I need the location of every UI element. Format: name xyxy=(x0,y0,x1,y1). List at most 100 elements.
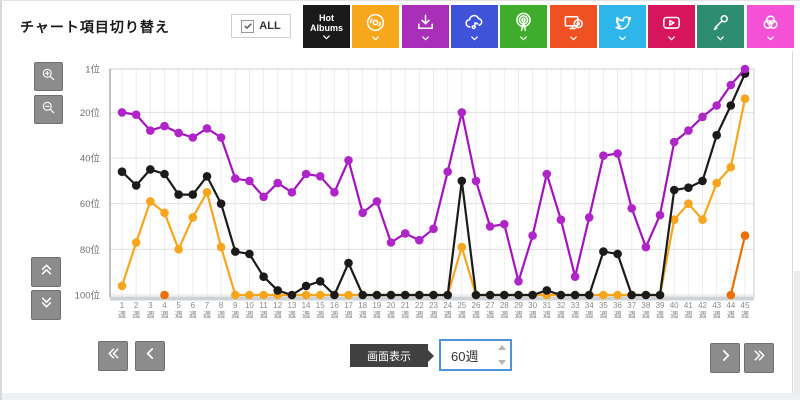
data-point[interactable] xyxy=(344,290,353,300)
chart-tab-microphone[interactable] xyxy=(697,5,745,48)
data-point[interactable] xyxy=(528,231,537,240)
zoom-out-button[interactable] xyxy=(34,95,63,124)
chart-tab-hot-albums[interactable]: Hot Albums xyxy=(303,5,350,48)
data-point[interactable] xyxy=(740,64,750,74)
scrollbar-track[interactable] xyxy=(794,271,800,394)
data-point[interactable] xyxy=(669,185,679,195)
data-point[interactable] xyxy=(542,169,552,179)
data-point[interactable] xyxy=(613,290,622,300)
data-point[interactable] xyxy=(669,215,679,224)
data-point[interactable] xyxy=(698,176,707,186)
data-point[interactable] xyxy=(160,169,169,179)
data-point[interactable] xyxy=(443,290,453,300)
data-point[interactable] xyxy=(174,128,183,138)
data-point[interactable] xyxy=(698,112,707,122)
data-point[interactable] xyxy=(245,290,254,300)
data-point[interactable] xyxy=(457,176,467,186)
data-point[interactable] xyxy=(131,238,141,247)
chart-tab-cloud-music[interactable] xyxy=(450,5,498,48)
data-point[interactable] xyxy=(188,190,198,199)
data-point[interactable] xyxy=(471,176,481,186)
data-point[interactable] xyxy=(485,290,495,300)
data-point[interactable] xyxy=(556,290,566,300)
data-point[interactable] xyxy=(146,126,155,135)
data-point[interactable] xyxy=(202,172,212,181)
page-next-button[interactable] xyxy=(710,343,740,373)
data-point[interactable] xyxy=(231,174,240,183)
data-point[interactable] xyxy=(301,169,311,179)
data-point[interactable] xyxy=(570,272,580,281)
data-point[interactable] xyxy=(273,178,282,188)
data-point[interactable] xyxy=(443,167,453,176)
data-point[interactable] xyxy=(627,290,636,300)
chart-tab-twitter[interactable] xyxy=(598,5,646,48)
data-point[interactable] xyxy=(117,281,127,291)
data-point[interactable] xyxy=(330,290,339,300)
data-point[interactable] xyxy=(514,277,523,286)
data-point[interactable] xyxy=(500,290,509,300)
data-point[interactable] xyxy=(471,290,481,300)
data-point[interactable] xyxy=(358,290,368,300)
data-point[interactable] xyxy=(287,290,297,300)
data-point[interactable] xyxy=(216,242,226,252)
data-point[interactable] xyxy=(160,121,169,131)
data-point[interactable] xyxy=(301,290,311,300)
data-point[interactable] xyxy=(231,247,240,256)
data-point[interactable] xyxy=(669,137,679,147)
data-point[interactable] xyxy=(231,290,240,300)
data-point[interactable] xyxy=(273,286,282,295)
spinner-up-button[interactable] xyxy=(498,345,506,350)
data-point[interactable] xyxy=(457,242,467,252)
data-point[interactable] xyxy=(315,277,325,286)
page-prev-button[interactable] xyxy=(135,341,165,371)
data-point[interactable] xyxy=(556,215,566,224)
data-point[interactable] xyxy=(315,172,325,181)
data-point[interactable] xyxy=(584,213,594,222)
data-point[interactable] xyxy=(429,224,438,234)
data-point[interactable] xyxy=(216,133,226,142)
data-point[interactable] xyxy=(684,126,693,135)
data-point[interactable] xyxy=(684,199,693,208)
data-point[interactable] xyxy=(698,215,707,224)
data-point[interactable] xyxy=(641,290,651,300)
data-point[interactable] xyxy=(386,290,396,300)
data-point[interactable] xyxy=(684,183,693,192)
data-point[interactable] xyxy=(315,290,325,300)
scroll-down-button[interactable] xyxy=(31,290,61,320)
data-point[interactable] xyxy=(415,290,424,300)
page-last-button[interactable] xyxy=(744,343,774,373)
data-point[interactable] xyxy=(372,197,382,206)
data-point[interactable] xyxy=(415,235,424,245)
data-point[interactable] xyxy=(216,199,226,208)
data-point[interactable] xyxy=(712,178,721,188)
data-point[interactable] xyxy=(358,208,368,218)
data-point[interactable] xyxy=(599,290,608,300)
data-point[interactable] xyxy=(160,208,169,218)
display-weeks-input[interactable]: 60週 xyxy=(439,339,512,371)
data-point[interactable] xyxy=(372,290,382,300)
data-point[interactable] xyxy=(627,204,636,213)
data-point[interactable] xyxy=(131,181,141,190)
data-point[interactable] xyxy=(400,229,410,238)
data-point[interactable] xyxy=(174,245,183,254)
chart-tab-vinyl-disc[interactable] xyxy=(352,5,400,48)
data-point[interactable] xyxy=(146,165,155,174)
data-point[interactable] xyxy=(344,156,353,165)
data-point[interactable] xyxy=(287,188,297,197)
data-point[interactable] xyxy=(131,110,141,119)
data-point[interactable] xyxy=(599,247,608,256)
data-point[interactable] xyxy=(613,249,622,259)
data-point[interactable] xyxy=(726,162,736,172)
data-point[interactable] xyxy=(400,290,410,300)
data-point[interactable] xyxy=(117,108,127,117)
all-filter-toggle[interactable]: ALL xyxy=(231,14,291,38)
data-point[interactable] xyxy=(528,290,537,300)
data-point[interactable] xyxy=(613,149,622,158)
data-point[interactable] xyxy=(429,290,438,300)
chart-tab-broadcast[interactable] xyxy=(500,5,548,48)
data-point[interactable] xyxy=(160,290,169,300)
data-point[interactable] xyxy=(542,286,552,295)
data-point[interactable] xyxy=(259,290,268,300)
data-point[interactable] xyxy=(457,108,467,117)
data-point[interactable] xyxy=(330,188,339,197)
